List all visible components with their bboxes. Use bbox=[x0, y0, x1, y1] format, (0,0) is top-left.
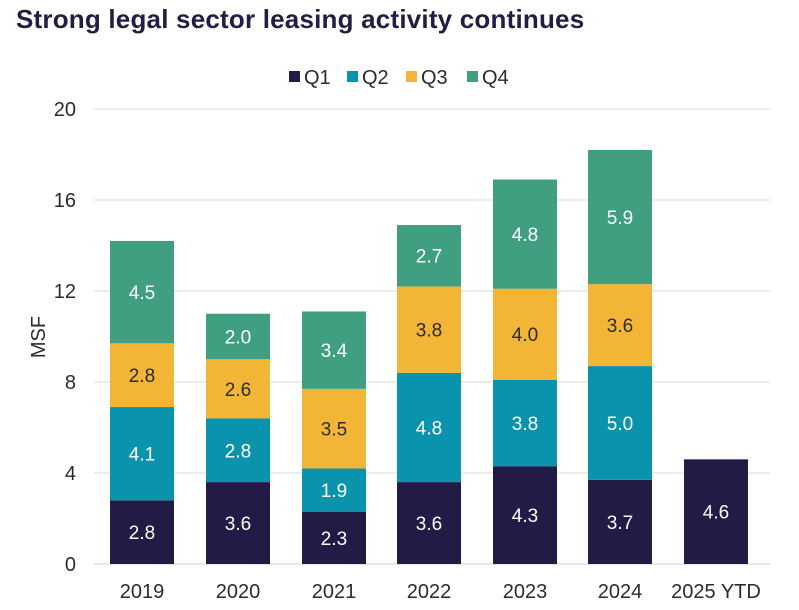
legend-label: Q2 bbox=[362, 67, 389, 89]
bar-segment-q2 bbox=[110, 407, 174, 501]
bar-segment-q1 bbox=[397, 482, 461, 564]
legend-swatch-q1 bbox=[289, 71, 300, 82]
bar-segment-q4 bbox=[588, 149, 652, 285]
y-tick-label: 16 bbox=[54, 190, 76, 212]
y-tick-label: 12 bbox=[54, 281, 76, 303]
data-label: 3.8 bbox=[416, 321, 442, 342]
bar-segment-q4 bbox=[206, 313, 270, 360]
data-label: 4.1 bbox=[129, 445, 155, 466]
bar-segment-q2 bbox=[493, 379, 557, 467]
bar-segment-q4 bbox=[397, 225, 461, 287]
bar-segment-q2 bbox=[302, 468, 366, 512]
bar-segment-q2 bbox=[588, 366, 652, 480]
y-axis-tick-labels: 0 4 8 12 16 20 bbox=[54, 99, 76, 576]
data-label: 2.7 bbox=[416, 247, 442, 268]
data-label: 3.6 bbox=[225, 514, 251, 535]
bar-segment-q1 bbox=[493, 466, 557, 564]
data-label: 3.6 bbox=[607, 316, 633, 337]
bar-segment-q3 bbox=[302, 388, 366, 469]
bar-segment-q1 bbox=[302, 511, 366, 564]
legend-swatch-q2 bbox=[347, 71, 358, 82]
data-label: 4.0 bbox=[512, 325, 538, 346]
x-tick-label: 2025 YTD bbox=[671, 581, 761, 603]
bar-segment-q3 bbox=[493, 288, 557, 380]
y-tick-label: 0 bbox=[65, 554, 76, 576]
x-tick-label: 2023 bbox=[503, 581, 548, 603]
data-label: 3.6 bbox=[416, 514, 442, 535]
bar-segment-q2 bbox=[206, 418, 270, 483]
legend-label: Q1 bbox=[304, 67, 331, 89]
data-label: 2.3 bbox=[321, 529, 347, 550]
bars: 2.8 4.1 2.8 4.5 3.6 2.8 2.6 2.0 2.3 1.9 3.5 3.4 3.6 4… bbox=[110, 149, 748, 564]
data-label: 4.6 bbox=[703, 503, 729, 524]
bar-segment-q1 bbox=[684, 459, 748, 564]
data-label: 3.7 bbox=[607, 513, 633, 534]
data-label: 5.0 bbox=[607, 414, 633, 435]
bar-segment-q4 bbox=[493, 179, 557, 289]
x-tick-label: 2021 bbox=[312, 581, 357, 603]
data-label: 2.0 bbox=[225, 328, 251, 349]
bar-segment-q1 bbox=[588, 479, 652, 564]
chart-title: Strong legal sector leasing activity con… bbox=[16, 4, 585, 34]
bar-segment-q4 bbox=[302, 311, 366, 389]
y-tick-label: 8 bbox=[65, 372, 76, 394]
data-label: 2.6 bbox=[225, 380, 251, 401]
legend-swatch-q3 bbox=[406, 71, 417, 82]
data-label: 2.8 bbox=[225, 441, 251, 462]
legend-label: Q4 bbox=[482, 67, 509, 89]
data-label: 3.4 bbox=[321, 341, 348, 362]
legend: Q1 Q2 Q3 Q4 bbox=[289, 67, 509, 89]
bar-segment-q3 bbox=[206, 359, 270, 419]
data-label: 5.9 bbox=[607, 208, 633, 229]
bar-segment-q4 bbox=[110, 240, 174, 344]
data-label: 4.5 bbox=[129, 283, 155, 304]
data-label: 4.3 bbox=[512, 506, 538, 527]
bar-segment-q1 bbox=[206, 482, 270, 564]
x-tick-label: 2024 bbox=[598, 581, 643, 603]
legend-swatch-q4 bbox=[467, 71, 478, 82]
data-label: 4.8 bbox=[416, 419, 442, 440]
data-label: 3.5 bbox=[321, 420, 347, 441]
y-tick-label: 4 bbox=[65, 463, 76, 485]
x-tick-label: 2020 bbox=[216, 581, 261, 603]
bar-segment-q2 bbox=[397, 372, 461, 483]
data-label: 1.9 bbox=[321, 481, 347, 502]
data-label: 2.8 bbox=[129, 366, 155, 387]
data-label: 2.8 bbox=[129, 523, 155, 544]
x-tick-label: 2019 bbox=[120, 581, 165, 603]
y-axis-label: MSF bbox=[28, 316, 50, 358]
legend-label: Q3 bbox=[421, 67, 448, 89]
bar-segment-q3 bbox=[397, 286, 461, 373]
data-label: 3.8 bbox=[512, 414, 538, 435]
bar-segment-q3 bbox=[110, 343, 174, 408]
bar-segment-q3 bbox=[588, 284, 652, 367]
x-tick-label: 2022 bbox=[407, 581, 452, 603]
x-axis-tick-labels: 2019 2020 2021 2022 2023 2024 2025 YTD bbox=[120, 581, 761, 603]
y-tick-label: 20 bbox=[54, 99, 76, 121]
bar-segment-q1 bbox=[110, 500, 174, 564]
data-label: 4.8 bbox=[512, 225, 538, 246]
